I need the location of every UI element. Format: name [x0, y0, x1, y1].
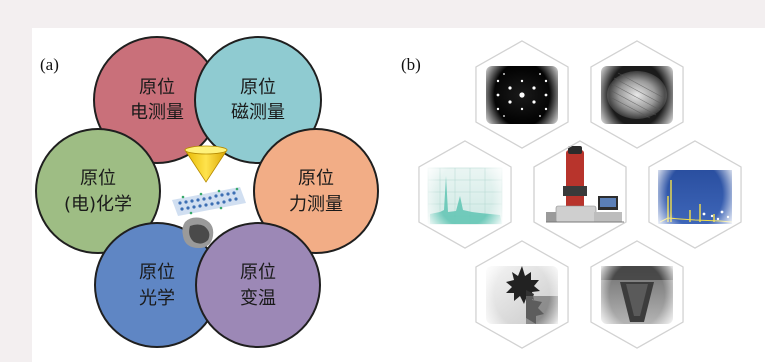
- circle-label-line1: 原位: [80, 168, 116, 189]
- circle-variable-temperature: 原位 变温: [195, 222, 321, 348]
- circle-label-line1: 原位: [139, 77, 175, 98]
- electron-microscope-icon: [546, 146, 624, 223]
- circle-shape: [253, 128, 379, 254]
- circle-label-line2: 磁测量: [231, 102, 285, 123]
- panel-b: (b): [401, 40, 742, 349]
- sample-atoms: [178, 191, 238, 211]
- panel-a: (a) 原位 电测量 原位 磁测量 原位 (电)化学 原位 力测量 原位 光学: [35, 36, 379, 348]
- circle-force-measurement: 原位 力测量: [253, 128, 379, 254]
- circle-electrical-measurement: 原位 电测量: [93, 36, 221, 164]
- circle-shape: [35, 128, 161, 254]
- hexagon-vignette: [419, 41, 741, 348]
- panel-b-label: (b): [401, 55, 421, 74]
- sample-holder-inner: [189, 224, 210, 244]
- circle-shape: [195, 222, 321, 348]
- circle-label-line2: 光学: [139, 288, 175, 309]
- circle-label-line2: 变温: [240, 288, 276, 309]
- circle-electrochemistry: 原位 (电)化学: [35, 128, 161, 254]
- circle-label-line1: 原位: [298, 168, 334, 189]
- beam-top: [184, 145, 228, 155]
- circle-label-line1: 原位: [240, 77, 276, 98]
- hexagon-outline: [418, 40, 742, 349]
- electron-beam-sample-icon: [172, 145, 246, 248]
- circle-label-line1: 原位: [240, 262, 276, 283]
- panel-a-label: (a): [40, 55, 59, 74]
- sample-atoms-green: [181, 187, 239, 215]
- circle-label-line2: (电)化学: [64, 194, 132, 215]
- circle-shape: [194, 36, 322, 164]
- circle-label-line2: 力测量: [289, 194, 343, 215]
- circle-magnetic-measurement: 原位 磁测量: [194, 36, 322, 164]
- circle-label-line1: 原位: [139, 262, 175, 283]
- circle-label-line2: 电测量: [130, 102, 184, 123]
